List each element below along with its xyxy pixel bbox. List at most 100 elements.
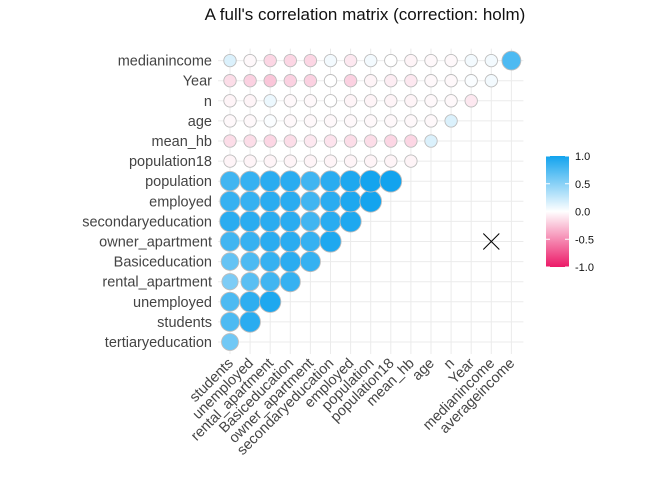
correlation-cell: age × age: -0.03 — [424, 114, 438, 128]
chart-title: A full's correlation matrix (correction:… — [205, 5, 526, 24]
y-tick-label: Basiceducation — [114, 255, 212, 271]
correlation-cell: medianincome × Basiceducation: -0.18 — [283, 53, 297, 68]
correlation-cell: secondaryeducation × secondaryeducation:… — [319, 210, 342, 233]
correlation-cell: n × unemployed: -0.05 — [243, 94, 257, 108]
correlation-cell: n × Basiceducation: -0.03 — [283, 94, 297, 108]
correlation-cell: n × mean_hb: -0.05 — [404, 94, 418, 108]
correlation-cell: population × population18: 1 — [379, 169, 403, 193]
correlation-cell: secondaryeducation × employed: 0.95 — [339, 210, 362, 233]
correlation-cell: population18 × mean_hb: -0.05 — [404, 154, 418, 168]
correlation-cell: medianincome × population: 0.05 — [364, 53, 378, 68]
correlation-cell: medianincome × mean_hb: -0.05 — [404, 53, 418, 68]
correlation-cell: Year × age: -0.03 — [424, 74, 438, 88]
correlation-cell: population18 × population18: -0.05 — [384, 154, 398, 168]
correlation-cell: age × owner_apartment: -0.03 — [303, 114, 318, 128]
y-axis-labels: tertiaryeducation students unemployed renta… — [82, 54, 212, 351]
correlation-cell: mean_hb × population18: -0.18 — [384, 134, 398, 148]
legend-tick-label: 1.0 — [575, 151, 590, 163]
correlation-cell: medianincome × n: -0.03 — [444, 53, 458, 68]
correlation-cell: age × employed: -0.03 — [343, 114, 358, 128]
correlation-cell: owner_apartment × students: 0.8 — [219, 231, 241, 252]
correlation-cell: employed × unemployed: 0.85 — [239, 190, 261, 212]
correlation-cell: medianincome × medianincome: 0.05 — [484, 53, 498, 68]
correlation-cell: n × population: -0.05 — [364, 94, 378, 108]
correlation-cell: employed × students: 0.85 — [219, 190, 241, 212]
correlation-cell: Year × medianincome: 0.05 — [484, 74, 498, 88]
y-tick-label: owner_apartment — [99, 235, 212, 251]
correlation-cell: employed × secondaryeducation: 0.9 — [319, 190, 342, 213]
correlation-cell: medianincome × secondaryeducation: 0.05 — [323, 53, 338, 68]
correlation-cell: population18 × students: -0.05 — [223, 154, 237, 168]
correlation-cell: medianincome × population18: 0 — [384, 53, 398, 68]
correlation-cell: Year × mean_hb: -0.1 — [404, 74, 418, 88]
correlation-cell: employed × population: 0.99 — [359, 190, 382, 213]
correlation-cell: students × unemployed: 0.9 — [239, 311, 261, 333]
correlation-cell: population × rental_apartment: 0.9 — [259, 170, 281, 192]
correlation-cell: n × population18: -0.05 — [384, 94, 398, 108]
correlation-cell: population18 × rental_apartment: -0.05 — [263, 154, 277, 168]
correlation-cell: Basiceducation × unemployed: 0.75 — [240, 251, 260, 272]
correlation-cell: Year × secondaryeducation: 0 — [323, 74, 338, 88]
y-tick-label: n — [204, 94, 212, 110]
correlation-cell: Year × students: -0.15 — [223, 74, 237, 88]
correlation-cell: Year × n: -0.03 — [444, 74, 458, 88]
correlation-cell: mean_hb × age: 0.15 — [424, 134, 438, 148]
correlation-cell: population18 × owner_apartment: -0.05 — [303, 154, 318, 168]
correlation-cell: population18 × secondaryeducation: -0.05 — [323, 154, 338, 168]
y-tick-label: employed — [149, 194, 212, 210]
correlation-cell: age × population: -0.03 — [364, 114, 378, 128]
y-tick-label: mean_hb — [152, 134, 212, 150]
correlation-cell: n × owner_apartment: -0.03 — [303, 94, 318, 108]
correlation-cell: owner_apartment × rental_apartment: 0.9 — [259, 230, 281, 253]
correlation-cell: population × population: 0.99 — [359, 169, 382, 193]
correlation-cell: secondaryeducation × Basiceducation: 0.9 — [279, 210, 302, 233]
correlation-cell: medianincome × unemployed: -0.03 — [243, 53, 257, 68]
correlation-cell: age × secondaryeducation: -0.03 — [323, 114, 338, 128]
correlation-cell: employed × rental_apartment: 0.9 — [259, 190, 281, 213]
correlation-cell: mean_hb × mean_hb: -0.18 — [404, 134, 418, 148]
correlation-cell: unemployed × unemployed: 0.88 — [239, 291, 261, 313]
correlation-cell: age × rental_apartment: 0.02 — [263, 114, 277, 128]
legend-tick-label: 0.5 — [575, 179, 590, 191]
correlation-cell: medianincome × rental_apartment: -0.18 — [263, 53, 277, 68]
correlation-cell: age × mean_hb: -0.03 — [404, 114, 418, 128]
correlation-cell: medianincome × owner_apartment: -0.18 — [303, 53, 318, 68]
correlation-cell: population × students: 0.8 — [219, 171, 241, 192]
correlation-cell: age × population18: -0.03 — [384, 114, 398, 128]
y-tick-label: unemployed — [133, 295, 212, 311]
correlation-cells: tertiaryeducation × students: 0.6student… — [219, 50, 522, 351]
correlation-cell: unemployed × students: 0.75 — [220, 291, 240, 312]
y-tick-label: tertiaryeducation — [105, 335, 212, 351]
correlation-cell: owner_apartment × Basiceducation: 0.9 — [279, 230, 302, 253]
correlation-cell: employed × employed: 0.95 — [339, 190, 362, 213]
correlation-cell: mean_hb × owner_apartment: -0.1 — [303, 134, 318, 148]
correlation-cell: mean_hb × unemployed: -0.15 — [243, 134, 257, 148]
correlation-cell: Year × unemployed: -0.2 — [243, 74, 257, 88]
correlation-cell: Year × rental_apartment: -0.25 — [263, 74, 277, 88]
correlation-cell: medianincome × students: 0.15 — [223, 53, 237, 68]
correlation-cell: mean_hb × Basiceducation: -0.15 — [283, 134, 297, 148]
legend-tick-label: -1.0 — [575, 262, 594, 274]
correlation-cell: n × employed: -0.05 — [343, 94, 358, 108]
correlation-cell: Year × Basiceducation: -0.2 — [283, 74, 297, 88]
correlation-cell: Basiceducation × students: 0.65 — [220, 252, 240, 271]
legend-colorbar — [546, 156, 569, 267]
correlation-cell: population × unemployed: 0.85 — [239, 170, 261, 192]
correlation-cell: tertiaryeducation × students: 0.6 — [221, 333, 239, 351]
correlation-cell: population × owner_apartment: 0.8 — [300, 171, 321, 192]
correlation-cell: secondaryeducation × rental_apartment: 0… — [259, 210, 281, 233]
y-tick-label: Year — [183, 74, 212, 90]
correlation-cell: Year × population: -0.05 — [364, 74, 378, 88]
correlation-cell: unemployed × rental_apartment: 0.95 — [259, 290, 282, 313]
correlation-cell: secondaryeducation × owner_apartment: 0.… — [300, 211, 321, 232]
y-tick-label: students — [157, 315, 212, 331]
correlation-cell: Basiceducation × Basiceducation: 0.9 — [279, 250, 302, 273]
y-tick-label: medianincome — [118, 54, 212, 70]
correlation-cell: secondaryeducation × students: 0.9 — [219, 210, 241, 233]
correlation-cell: age × n: 0.15 — [444, 114, 458, 128]
correlation-cell: medianincome × Year: 0.05 — [464, 53, 478, 68]
correlation-cell: population × employed: 0.95 — [339, 170, 362, 193]
correlation-cell: population18 × population: -0.05 — [364, 154, 378, 168]
correlation-cell: medianincome × age: -0.03 — [424, 53, 438, 68]
